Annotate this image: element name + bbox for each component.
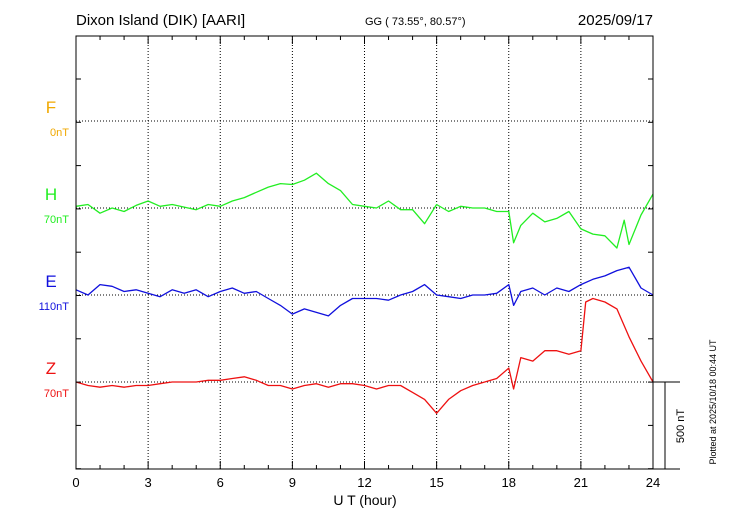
grid-lines [76,36,653,469]
series-labels: F 0nT H 70nT E 110nT Z 70nT [39,98,70,400]
x-tick-label: 12 [357,475,371,490]
chart-date: 2025/09/17 [578,12,653,29]
x-tick-label: 0 [72,475,79,490]
series-e-label: E [45,272,56,291]
data-traces [75,172,654,414]
chart-title: Dixon Island (DIK) [AARI] [76,12,245,29]
series-e-baseline-label: 110nT [39,301,70,313]
series-h-label: H [45,185,57,204]
scale-bar-label: 500 nT [675,409,687,444]
plot-footnote: Plotted at 2025/10/18 00:44 UT [708,339,718,465]
series-h-baseline-label: 70nT [44,214,69,226]
series-f-label: F [46,98,56,117]
x-tick-label: 18 [502,475,516,490]
x-tick-marks: 0 3 6 9 12 15 18 21 24 [72,36,660,490]
series-h-line [75,172,654,249]
series-z-baseline-label: 70nT [44,388,69,400]
x-tick-label: 9 [289,475,296,490]
series-z-label: Z [46,359,56,378]
x-tick-label: 6 [217,475,224,490]
chart-subtitle: GG ( 73.55°, 80.57°) [365,16,466,28]
series-f-baseline-label: 0nT [50,127,69,139]
series-z-line [75,297,654,414]
x-tick-label: 21 [574,475,588,490]
x-tick-label: 24 [646,475,660,490]
series-e-line [75,266,654,317]
x-tick-label: 3 [145,475,152,490]
x-tick-label: 15 [429,475,443,490]
scale-bar [653,381,680,470]
x-axis-label: U T (hour) [333,492,396,508]
